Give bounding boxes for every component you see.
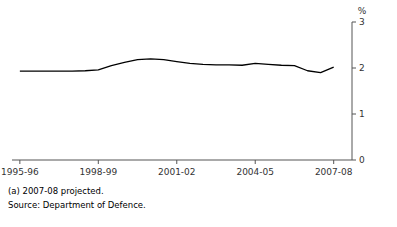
- footnote: Source: Department of Defence.: [8, 200, 146, 210]
- y-tick: [352, 114, 356, 115]
- x-tick-label: 2007-08: [315, 167, 353, 177]
- plot-area: [20, 59, 334, 73]
- y-tick-label: 2: [359, 63, 365, 73]
- x-tick: [333, 160, 334, 164]
- x-axis-line: [12, 160, 352, 161]
- x-tick: [19, 160, 20, 164]
- x-tick: [98, 160, 99, 164]
- chart: 1995-96 1998-99 2001-02 2004-05 2007-08 0 1 2 3%…: [0, 0, 397, 227]
- y-tick-label: 0: [359, 155, 365, 165]
- x-tick-label: 2004-05: [236, 167, 274, 177]
- y-tick: [352, 68, 356, 69]
- y-tick: [352, 22, 356, 23]
- x-tick: [255, 160, 256, 164]
- x-tick-label: 1998-99: [80, 167, 118, 177]
- y-tick: [352, 160, 356, 161]
- data-line: [20, 59, 334, 73]
- y-tick-label: 1: [359, 109, 365, 119]
- x-tick-label: 2001-02: [158, 167, 196, 177]
- y-tick-label: 3: [359, 17, 365, 27]
- y-axis-line: [352, 22, 353, 160]
- x-tick-label: 1995-96: [1, 167, 39, 177]
- y-axis-label: %: [358, 6, 367, 16]
- x-tick: [176, 160, 177, 164]
- footnote: (a) 2007-08 projected.: [8, 186, 104, 196]
